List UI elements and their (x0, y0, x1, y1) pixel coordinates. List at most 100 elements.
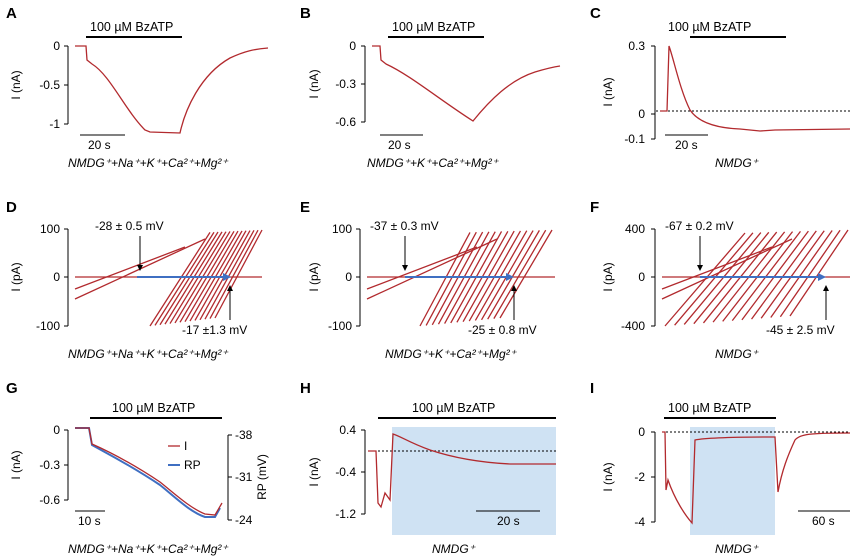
solution-label: NMDG⁺ (715, 156, 760, 170)
panel-d: D 100 0 -100 I (pA) -28 ± 0.5 mV -17 ±1.… (6, 199, 263, 361)
reversal-annotation: -45 ± 2.5 mV (766, 323, 835, 337)
y-tick: -0.3 (335, 77, 356, 91)
panel-b: B 100 µM BzATP 0 -0.3 -0.6 I (nA) 20 s N… (300, 5, 561, 170)
current-trace (372, 45, 561, 122)
drug-label: 100 µM BzATP (412, 401, 495, 415)
panel-label: I (590, 380, 594, 397)
time-scale-label: 60 s (812, 514, 835, 528)
panel-c: C 100 µM BzATP 0.3 0 -0.1 I (nA) 20 s NM… (590, 5, 850, 170)
y-tick: -2 (634, 470, 645, 484)
y-tick: 0 (53, 270, 60, 284)
iv-ramp (154, 231, 215, 326)
iv-ramp (661, 246, 773, 290)
iv-ramp (499, 229, 553, 319)
y-tick: -4 (634, 515, 645, 529)
time-scale-label: 10 s (78, 514, 101, 528)
iv-ramp (419, 232, 471, 327)
y-axis-label: I (pA) (601, 262, 615, 291)
drug-label: 100 µM BzATP (392, 20, 475, 34)
y-tick: 0 (638, 107, 645, 121)
iv-ramp (751, 230, 817, 320)
current-trace (662, 431, 850, 525)
drug-label: 100 µM BzATP (668, 20, 751, 34)
application-shade (392, 427, 556, 535)
y-tick: -0.4 (335, 465, 356, 479)
panel-f: F 400 0 -400 I (pA) -67 ± 0.2 mV -45 ± 2… (590, 199, 850, 361)
iv-ramp (209, 229, 259, 319)
iv-ramp (661, 238, 793, 300)
panel-label: A (6, 5, 17, 22)
y-tick: 0 (349, 39, 356, 53)
panel-e: E 100 0 -100 I (pA) -37 ± 0.3 mV -25 ± 0… (300, 199, 555, 361)
y-axis-label: I (nA) (9, 70, 23, 99)
application-shade (690, 427, 775, 535)
reversal-annotation: -17 ±1.3 mV (182, 323, 247, 337)
iv-ramp (474, 230, 528, 321)
y-tick: 0 (53, 423, 60, 437)
y-tick: 0 (345, 270, 352, 284)
iv-ramp (214, 229, 263, 319)
legend-label-i: I (184, 439, 187, 453)
current-trace (75, 45, 269, 134)
reversal-annotation: -28 ± 0.5 mV (95, 219, 164, 233)
solution-label: NMDG⁺ (715, 542, 760, 556)
y-axis-label: I (nA) (601, 462, 615, 491)
panel-a: A 100 µM BzATP 0 -0.5 -1 I (nA) 20 s NMD… (6, 5, 269, 170)
current-trace (368, 433, 556, 509)
iv-ramp (159, 231, 219, 326)
solution-label: NMDG⁺+Na⁺+K⁺+Ca²⁺+Mg²⁺ (68, 347, 229, 361)
solution-label: NMDG⁺+Na⁺+K⁺+Ca²⁺+Mg²⁺ (68, 542, 229, 556)
y-tick: -0.6 (39, 493, 60, 507)
y-tick: -100 (36, 319, 60, 333)
y-tick: 0 (638, 270, 645, 284)
iv-ramp (789, 229, 849, 317)
current-trace (660, 45, 850, 132)
panel-label: F (590, 199, 599, 216)
reversal-annotation: -37 ± 0.3 mV (370, 219, 439, 233)
y-tick: -0.3 (39, 458, 60, 472)
solution-label: NMDG⁺ (715, 347, 760, 361)
time-scale-label: 20 s (497, 514, 520, 528)
y-tick: 100 (40, 222, 60, 236)
iv-ramp (149, 232, 211, 327)
y-tick: 400 (625, 222, 645, 236)
rp-trace (75, 427, 221, 518)
panel-g: G 100 µM BzATP 0 -0.3 -0.6 I (nA) -38 -3… (6, 380, 269, 556)
panel-i: I 100 µM BzATP 0 -2 -4 I (nA) 60 s NMDG⁺ (590, 380, 850, 556)
panel-label: G (6, 380, 18, 397)
y-axis-label-right: RP (mV) (255, 454, 269, 500)
iv-ramp-traces (661, 229, 850, 327)
iv-ramp (674, 232, 754, 326)
y-tick: -100 (328, 319, 352, 333)
iv-ramp (760, 230, 825, 319)
y-axis-label: I (pA) (307, 262, 321, 291)
y-axis-label: I (pA) (9, 262, 23, 291)
time-scale-label: 20 s (388, 138, 411, 152)
panel-label: E (300, 199, 310, 216)
y-tick: -1 (49, 117, 60, 131)
y-axis-label: I (nA) (307, 69, 321, 98)
time-scale-label: 20 s (675, 138, 698, 152)
y-tick: -0.1 (624, 132, 645, 146)
iv-ramp (425, 231, 477, 326)
iv-ramp (366, 238, 498, 300)
iv-ramp (74, 246, 186, 290)
reversal-annotation: -25 ± 0.8 mV (468, 323, 537, 337)
iv-ramp (194, 230, 247, 321)
iv-ramp (683, 232, 762, 325)
y-axis-label: I (nA) (307, 457, 321, 486)
y-axis-label: I (nA) (9, 450, 23, 479)
y-tick: -1.2 (335, 507, 356, 521)
time-scale-label: 20 s (88, 138, 111, 152)
y-tick: -0.6 (335, 115, 356, 129)
y-tick: 0 (53, 39, 60, 53)
y-tick: 0 (638, 425, 645, 439)
panel-label: C (590, 5, 601, 22)
panel-label: D (6, 199, 17, 216)
y-tick-right: -38 (235, 428, 253, 442)
y-tick: -0.5 (39, 78, 60, 92)
panel-h: H 100 µM BzATP 0.4 -0.4 -1.2 I (nA) 20 s… (300, 380, 556, 556)
drug-label: 100 µM BzATP (112, 401, 195, 415)
y-axis-label: I (nA) (601, 77, 615, 106)
